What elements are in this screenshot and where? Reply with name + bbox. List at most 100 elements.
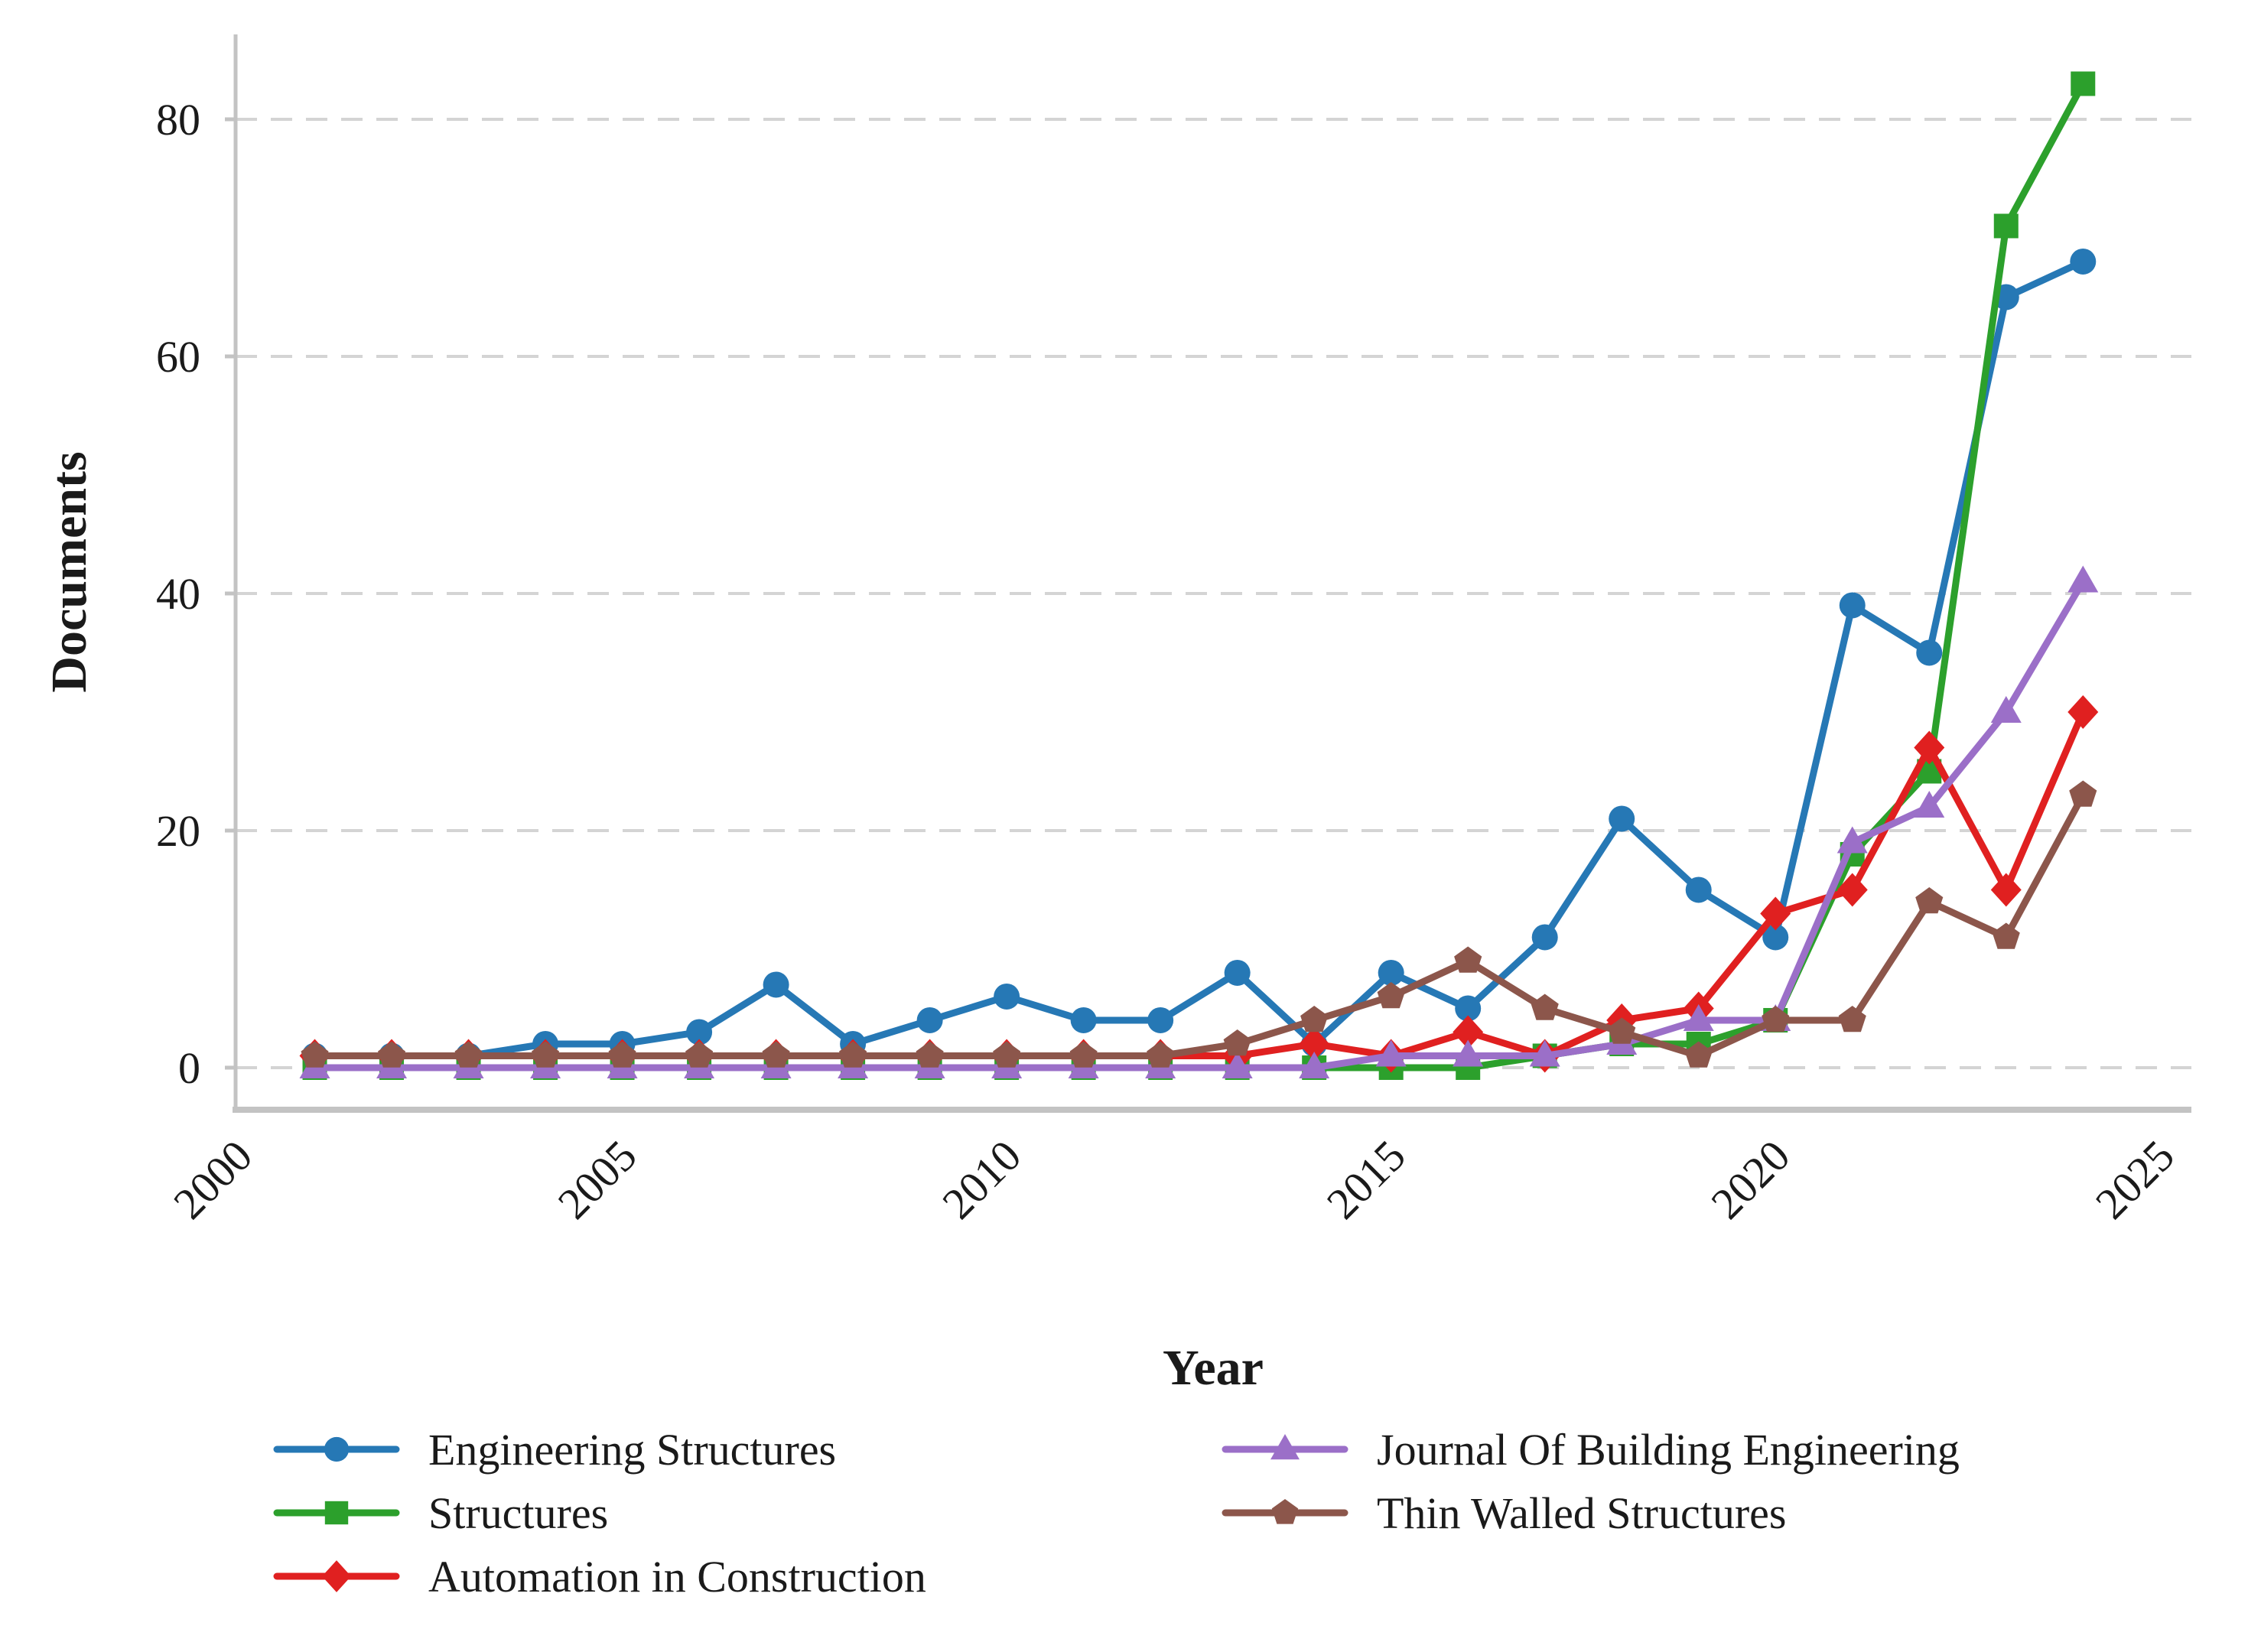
diamond-marker bbox=[1914, 730, 1945, 765]
pentagon-marker bbox=[1300, 1006, 1329, 1032]
pentagon-marker bbox=[1684, 1041, 1713, 1068]
pentagon-marker bbox=[1454, 946, 1482, 973]
x-tick-label-2020: 2020 bbox=[1701, 1130, 1799, 1228]
circle-marker bbox=[763, 971, 789, 998]
triangle-marker bbox=[1529, 1039, 1560, 1067]
x-tick-label-2000: 2000 bbox=[164, 1130, 262, 1228]
diamond-marker bbox=[322, 1560, 351, 1592]
triangle-marker bbox=[1453, 1039, 1484, 1067]
diamond-marker bbox=[1990, 873, 2022, 907]
pentagon-marker bbox=[993, 1041, 1021, 1068]
pentagon-marker bbox=[1531, 993, 1559, 1020]
series-line bbox=[311, 792, 2087, 1059]
triangle-marker bbox=[1222, 1051, 1253, 1078]
pentagon-marker bbox=[454, 1041, 483, 1068]
legend-label: Thin Walled Structures bbox=[1377, 1488, 1786, 1538]
circle-marker bbox=[916, 1006, 943, 1033]
circle-marker bbox=[1147, 1006, 1174, 1033]
circle-marker bbox=[686, 1019, 713, 1046]
legend-label: Automation in Construction bbox=[428, 1552, 926, 1602]
legend-item-automation-in-construction: Automation in Construction bbox=[273, 1552, 926, 1602]
triangle-marker bbox=[1836, 826, 1868, 854]
pentagon-marker bbox=[532, 1041, 560, 1068]
diamond-marker bbox=[2067, 694, 2099, 729]
pentagon-marker bbox=[608, 1041, 636, 1068]
legend-item-thin-walled-structures: Thin Walled Structures bbox=[1222, 1488, 1786, 1538]
pentagon-marker bbox=[1838, 1006, 1866, 1032]
triangle-marker bbox=[2067, 565, 2099, 593]
circle-marker bbox=[1916, 639, 1943, 666]
y-tick-label-0: 0 bbox=[178, 1043, 200, 1093]
series-structures bbox=[302, 71, 2096, 1080]
circle-marker bbox=[2070, 248, 2097, 275]
legend-item-structures: Structures bbox=[273, 1488, 608, 1538]
y-tick-label-20: 20 bbox=[156, 806, 200, 856]
pentagon-marker bbox=[1069, 1041, 1098, 1068]
circle-marker bbox=[1531, 924, 1558, 951]
x-tick-label-2015: 2015 bbox=[1317, 1130, 1415, 1228]
pentagon-marker bbox=[2069, 780, 2097, 807]
y-tick-label-40: 40 bbox=[156, 569, 200, 619]
triangle-marker bbox=[1375, 1039, 1407, 1067]
square-marker bbox=[324, 1501, 349, 1525]
pentagon-marker bbox=[762, 1041, 790, 1068]
pentagon-marker bbox=[1992, 922, 2020, 949]
square-marker bbox=[1993, 213, 2019, 239]
diamond-marker bbox=[1836, 873, 1868, 907]
pentagon-marker bbox=[1608, 1017, 1636, 1044]
circle-marker bbox=[324, 1436, 350, 1462]
y-tick-label-80: 80 bbox=[156, 95, 200, 145]
pentagon-marker bbox=[301, 1041, 329, 1068]
circle-marker bbox=[1839, 592, 1866, 619]
y-axis-label: Documents bbox=[41, 451, 97, 692]
legend-item-journal-of-building-engineering: Journal Of Building Engineering bbox=[1222, 1425, 1960, 1475]
triangle-marker bbox=[1683, 1003, 1714, 1031]
series-lines bbox=[299, 71, 2099, 1080]
series-line bbox=[311, 578, 2087, 1072]
circle-marker bbox=[1224, 959, 1251, 986]
pentagon-marker bbox=[1377, 982, 1405, 1009]
pentagon-marker bbox=[1271, 1499, 1299, 1524]
pentagon-marker bbox=[839, 1041, 867, 1068]
diamond-marker bbox=[1760, 896, 1791, 931]
x-tick-label-2005: 2005 bbox=[548, 1130, 646, 1228]
gridlines bbox=[236, 117, 2191, 1069]
y-tick-label-60: 60 bbox=[156, 332, 200, 382]
circle-marker bbox=[1762, 924, 1789, 951]
triangle-marker bbox=[1990, 695, 2022, 723]
circle-marker bbox=[1685, 876, 1712, 903]
pentagon-marker bbox=[1915, 887, 1944, 914]
circle-marker bbox=[1455, 995, 1482, 1022]
circle-marker bbox=[1070, 1006, 1097, 1033]
square-marker bbox=[2071, 71, 2096, 96]
legend: Engineering Structures Structures Automati… bbox=[273, 1425, 1960, 1602]
diamond-marker bbox=[1299, 1026, 1330, 1061]
circle-marker bbox=[1378, 959, 1404, 986]
diamond-marker bbox=[1453, 1015, 1484, 1049]
legend-label: Engineering Structures bbox=[428, 1425, 836, 1475]
pentagon-marker bbox=[378, 1041, 406, 1068]
x-tick-label-2010: 2010 bbox=[932, 1130, 1030, 1228]
pentagon-marker bbox=[1762, 1006, 1790, 1032]
x-axis-label: Year bbox=[1163, 1340, 1264, 1396]
circle-marker bbox=[994, 983, 1020, 1010]
series-engineering-structures bbox=[301, 248, 2097, 1069]
series-thin-walled-structures bbox=[301, 780, 2097, 1068]
legend-label: Journal Of Building Engineering bbox=[1377, 1425, 1960, 1475]
triangle-marker bbox=[1270, 1434, 1300, 1460]
legend-label: Structures bbox=[428, 1488, 608, 1538]
triangle-marker bbox=[1299, 1051, 1330, 1078]
pentagon-marker bbox=[1147, 1041, 1175, 1068]
series-automation-in-construction bbox=[299, 694, 2099, 1073]
pentagon-marker bbox=[916, 1041, 944, 1068]
legend-item-engineering-structures: Engineering Structures bbox=[273, 1425, 836, 1475]
x-tick-label-2025: 2025 bbox=[2086, 1130, 2184, 1228]
circle-marker bbox=[1609, 805, 1635, 832]
triangle-marker bbox=[1914, 790, 1945, 818]
axes-spines bbox=[225, 34, 2191, 1113]
series-journal-of-building-engineering bbox=[299, 565, 2099, 1078]
pentagon-marker bbox=[685, 1041, 714, 1068]
pentagon-marker bbox=[1223, 1029, 1251, 1056]
